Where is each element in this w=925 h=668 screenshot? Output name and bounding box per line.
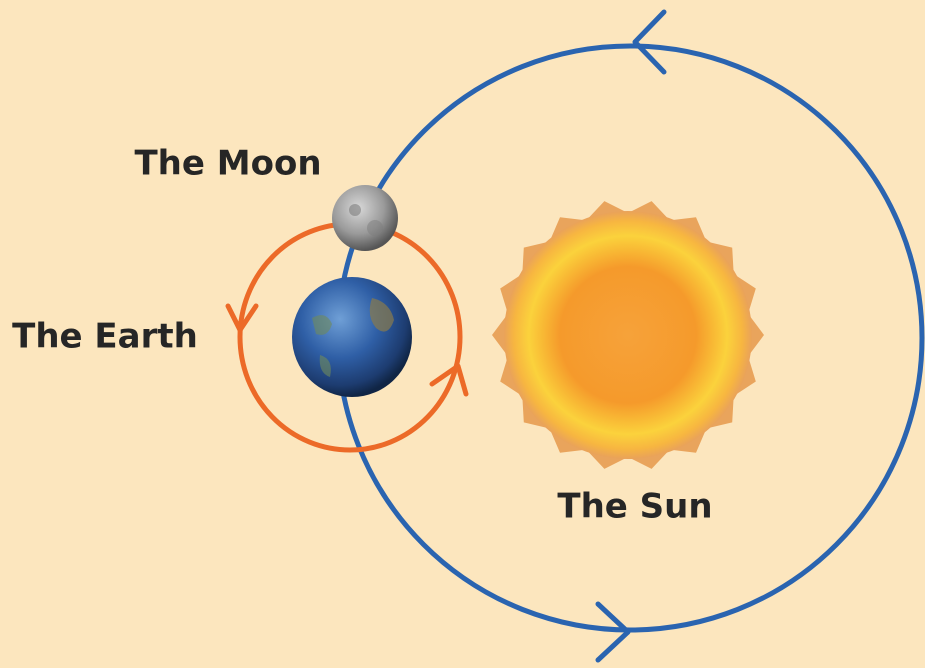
- moon-crater: [349, 204, 361, 216]
- sun-label: The Sun: [557, 487, 712, 527]
- moon-crater: [367, 220, 383, 236]
- diagram: The Moon The Earth The Sun: [0, 0, 925, 668]
- moon: [332, 185, 398, 251]
- page: The Moon The Earth The Sun (() => { cons…: [0, 0, 925, 668]
- sun-body: [504, 211, 752, 459]
- earth: [292, 277, 412, 397]
- moon-label: The Moon: [134, 144, 321, 184]
- earth-label: The Earth: [12, 317, 198, 357]
